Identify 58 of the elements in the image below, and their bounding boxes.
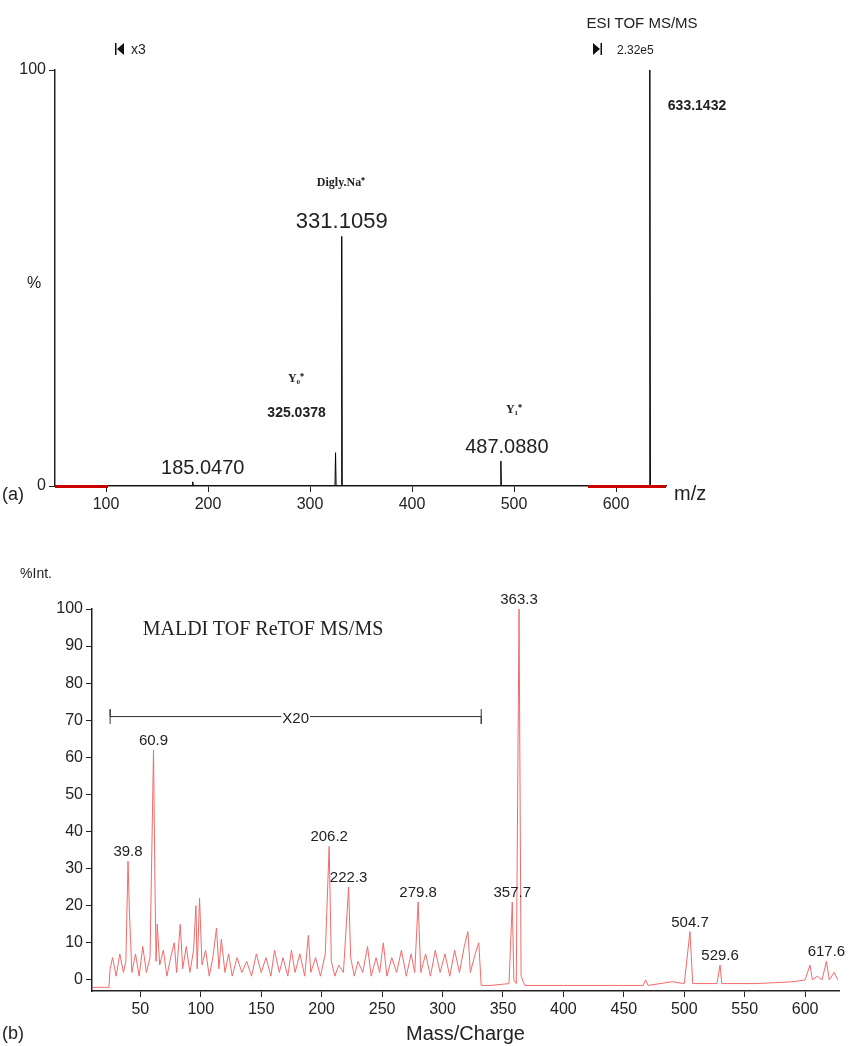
- annotation: Digly.Na⁺: [316, 175, 366, 189]
- annotation: 39.8: [113, 842, 143, 860]
- x-tick-label: 300: [296, 495, 324, 513]
- annotation: Y₀⁺: [287, 371, 305, 385]
- y-tick-label: 50: [65, 784, 84, 802]
- x-tick-label: 100: [187, 1000, 215, 1018]
- annotation: 363.3: [500, 590, 538, 607]
- text: (a): [2, 484, 24, 504]
- annotation: 60.9: [138, 730, 169, 748]
- y-tick-label: 60: [65, 747, 84, 765]
- annotation: 279.8: [399, 882, 437, 900]
- x-tick-label: 150: [247, 1000, 275, 1018]
- annotation: 185.0470: [161, 455, 245, 478]
- chart-title: ESI TOF MS/MS: [586, 14, 698, 31]
- x-tick-label: 50: [131, 1000, 150, 1018]
- x-axis-title: Mass/Charge: [406, 1022, 525, 1044]
- y-tick-label: 100: [56, 599, 84, 617]
- annotation: 325.0378: [267, 403, 326, 420]
- text: (b): [2, 1023, 24, 1043]
- y-tick-label: 40: [65, 821, 84, 839]
- annotation: 617.6: [807, 942, 846, 960]
- annotation: 331.1059: [295, 208, 388, 234]
- y-axis-title: %Int.: [20, 565, 52, 581]
- x-tick-label: 550: [731, 1000, 759, 1018]
- x-axis-title: m/z: [674, 482, 707, 504]
- annotation: 504.7: [671, 912, 709, 930]
- text: x3: [131, 41, 146, 57]
- y-tick-label: 10: [65, 933, 84, 951]
- x-tick-label: 400: [550, 1000, 577, 1018]
- text: 2.32e5: [617, 43, 655, 57]
- x-tick-label: 600: [602, 495, 630, 513]
- y-tick-label: 70: [65, 710, 84, 728]
- x-tick-label: 200: [194, 495, 222, 513]
- y-tick-label: 0: [74, 970, 84, 988]
- y-tick-label: 30: [65, 859, 84, 877]
- x-tick-label: 100: [92, 495, 120, 513]
- chart-title: MALDI TOF ReTOF MS/MS: [142, 617, 384, 639]
- annotation: Y₁⁺: [505, 402, 523, 416]
- annotation: X20: [282, 708, 310, 726]
- x-tick-label: 250: [368, 1000, 396, 1018]
- x-tick-label: 400: [398, 495, 426, 513]
- annotation: 222.3: [329, 868, 368, 886]
- annotation: 206.2: [310, 827, 348, 845]
- annotation: 633.1432: [667, 97, 727, 113]
- x-tick-label: 450: [610, 1000, 638, 1018]
- x-tick-label: 600: [791, 1000, 819, 1018]
- x-tick-label: 500: [500, 495, 528, 513]
- x-tick-label: 300: [429, 1000, 456, 1018]
- y-axis-title: %: [26, 274, 42, 291]
- y-tick-label: 20: [65, 896, 84, 914]
- annotation: 487.0880: [465, 435, 549, 458]
- y-tick-label: 80: [65, 673, 84, 691]
- y-tick-label: 90: [65, 636, 84, 654]
- x-tick-label: 500: [670, 1000, 698, 1018]
- y-tick-label: 0: [37, 476, 47, 494]
- x-tick-label: 350: [489, 1000, 517, 1018]
- annotation: 529.6: [701, 946, 739, 964]
- x-tick-label: 200: [308, 1000, 336, 1018]
